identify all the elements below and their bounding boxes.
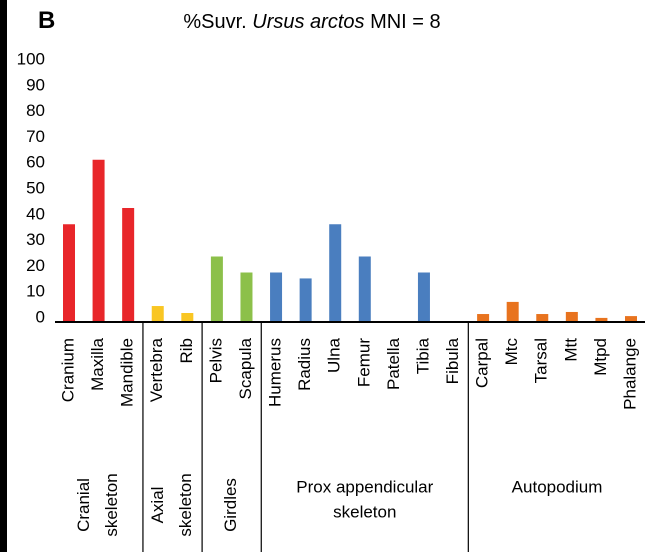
group-label: skeleton xyxy=(333,502,396,521)
group-label: Autopodium xyxy=(512,477,603,496)
x-tick-label: Scapula xyxy=(236,337,255,399)
x-tick-label: Radius xyxy=(295,338,314,391)
group-label: Axial xyxy=(148,487,167,524)
y-tick-label: 0 xyxy=(36,307,45,326)
x-tick-label: Pelvis xyxy=(206,338,225,383)
group-label: skeleton xyxy=(102,473,121,536)
y-tick-label: 40 xyxy=(26,204,45,223)
group-label: Girdles xyxy=(221,478,240,532)
bar xyxy=(477,314,490,321)
bar xyxy=(536,314,549,321)
x-tick-label: Vertebra xyxy=(147,337,166,402)
bar xyxy=(270,272,283,321)
bar xyxy=(417,272,430,321)
left-edge xyxy=(0,0,7,552)
bar xyxy=(625,316,637,321)
y-tick-label: 20 xyxy=(26,256,45,275)
bar xyxy=(122,207,135,321)
bar xyxy=(299,278,312,321)
title-suffix: MNI = 8 xyxy=(370,11,441,33)
title-italic: Ursus arctos xyxy=(252,11,364,33)
bar xyxy=(181,313,194,321)
bar xyxy=(210,256,223,321)
x-tick-label: Mtt xyxy=(561,338,580,362)
x-tick-label: Tarsal xyxy=(532,338,551,383)
x-tick-label: Maxilla xyxy=(88,337,107,390)
y-tick-label: 70 xyxy=(26,127,45,146)
x-tick-label: Mandible xyxy=(118,338,137,407)
y-tick-label: 50 xyxy=(26,178,45,197)
x-tick-label: Patella xyxy=(384,337,403,390)
bar xyxy=(240,272,253,321)
bar xyxy=(565,311,578,321)
x-tick-label: Tibia xyxy=(413,337,432,374)
bar xyxy=(151,306,164,321)
group-label: Cranial xyxy=(74,478,93,532)
chart-title: %Suvr. Ursus arctos MNI = 8 xyxy=(183,11,440,33)
x-tick-label: Phalange xyxy=(620,338,639,410)
x-tick-label: Cranium xyxy=(58,338,77,402)
x-tick-label: Ulna xyxy=(325,337,344,373)
y-tick-label: 60 xyxy=(26,153,45,172)
bar xyxy=(358,256,371,321)
group-label: skeleton xyxy=(176,473,195,536)
bar xyxy=(329,224,342,321)
y-tick-label: 80 xyxy=(26,101,45,120)
x-tick-label: Mtpd xyxy=(591,338,610,376)
bar xyxy=(63,224,75,321)
y-tick-label: 90 xyxy=(26,75,45,94)
x-tick-label: Fibula xyxy=(443,337,462,384)
y-tick-label: 100 xyxy=(17,49,45,68)
bar xyxy=(92,159,105,321)
bar xyxy=(595,317,608,321)
group-label: Prox appendicular xyxy=(296,477,433,496)
title-prefix: %Suvr. xyxy=(183,11,246,33)
panel-label: B xyxy=(38,7,55,34)
y-tick-label: 10 xyxy=(26,282,45,301)
y-tick-label: 30 xyxy=(26,230,45,249)
x-tick-label: Rib xyxy=(177,338,196,364)
x-tick-label: Mtc xyxy=(502,338,521,366)
x-tick-label: Femur xyxy=(354,338,373,387)
bar xyxy=(506,301,519,321)
x-tick-label: Humerus xyxy=(266,338,285,407)
x-tick-label: Carpal xyxy=(473,338,492,388)
